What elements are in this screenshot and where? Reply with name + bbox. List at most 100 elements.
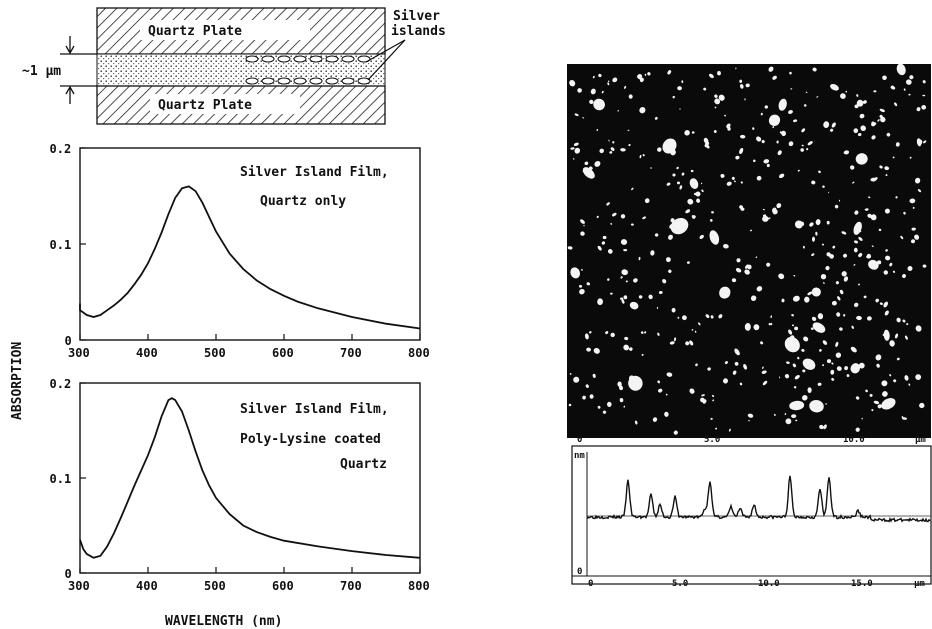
silver-island-particle: [764, 105, 768, 109]
silver-island-particle: [607, 80, 610, 83]
silver-island-particle: [839, 327, 843, 331]
silver-island-particle: [777, 150, 782, 156]
silver-island-particle: [733, 180, 736, 183]
silver-islands-pointer-2: [367, 39, 406, 81]
silver-island-particle: [667, 70, 672, 75]
silver-island-particle: [642, 154, 645, 157]
silver-island-particle: [781, 298, 785, 303]
silver-island-particle: [628, 375, 643, 391]
silver-island-particle: [794, 374, 800, 380]
silver-island-particle: [711, 211, 714, 214]
silver-island-particle: [728, 428, 731, 432]
silver-island-particle: [743, 363, 748, 370]
silver-island-particle: [696, 198, 701, 203]
silver-island-particle: [629, 301, 639, 310]
silver-island-particle: [917, 139, 923, 145]
silver-island-particle: [854, 104, 859, 109]
silver-island-particle: [589, 394, 594, 399]
silver-islands: [245, 55, 371, 85]
silver-island-particle: [584, 161, 589, 166]
silver-island-particle: [828, 191, 830, 194]
silver-island-particle: [598, 73, 602, 78]
silver-island-particle: [763, 159, 770, 164]
silver-island-particle: [731, 278, 737, 283]
silver-island-particle: [582, 117, 585, 119]
plot1-annotation-1: Silver Island Film,: [240, 165, 389, 180]
silver-island-particle: [826, 359, 832, 364]
silver-island-particle: [896, 63, 906, 76]
silver-island-particle: [911, 227, 916, 231]
silver-island-particle: [698, 322, 701, 326]
silver-island-particle: [610, 147, 615, 151]
silver-island-particle: [623, 248, 628, 252]
silver-island-particle: [868, 259, 879, 270]
silver-island-particle: [837, 296, 841, 301]
silver-island-particle: [803, 104, 807, 107]
silver-island-particle: [883, 301, 889, 308]
silver-island-particle: [855, 396, 860, 400]
silver-island-particle: [747, 413, 754, 418]
p1-x-tick-label: 300: [68, 346, 90, 360]
silver-island-particle: [673, 337, 677, 342]
silver-island-particle: [768, 217, 771, 220]
silver-island-particle: [740, 181, 743, 184]
silver-island-particle: [809, 399, 824, 413]
p1-y-tick-label: 0.1: [50, 238, 72, 252]
silver-island-particle: [654, 233, 659, 237]
silver-island-particle: [772, 207, 777, 213]
silver-island-particle: [855, 427, 860, 432]
silver-island-particle: [830, 128, 834, 132]
silver-island-particle: [823, 121, 830, 128]
silver-island-particle: [605, 331, 609, 335]
silver-island-particle: [662, 278, 667, 284]
silver-island-particle: [610, 332, 615, 338]
silver-island-particle: [850, 346, 857, 353]
silver-island-particle: [723, 244, 729, 249]
silver-island-particle: [852, 181, 855, 184]
silver-island-particle: [740, 207, 745, 211]
silver-island-particle: [778, 273, 785, 280]
silver-island-particle: [865, 389, 868, 393]
silver-island-particle: [801, 348, 805, 352]
silver-island-particle: [570, 267, 581, 279]
silver-island-particle: [705, 314, 710, 319]
silver-island-particle: [720, 173, 725, 178]
silver-island-particle: [699, 234, 704, 239]
silver-island-particle: [617, 381, 622, 387]
silver-island-particle: [831, 300, 837, 306]
silver-island-particle: [811, 236, 816, 242]
silver-island-particle: [876, 363, 880, 368]
silver-island-particle: [682, 315, 687, 321]
silver-island-particle: [582, 167, 595, 179]
silver-island-particle: [879, 165, 883, 169]
silver-island-particle: [883, 270, 888, 275]
silver-island-particle: [679, 108, 681, 110]
silver-islands-pointer: [365, 39, 406, 63]
silver-island-particle: [778, 173, 785, 179]
silver-island-particle: [845, 90, 848, 93]
silver-island-particle: [801, 128, 806, 133]
silver-island-particle: [668, 269, 672, 273]
silver-island-particle: [826, 252, 831, 257]
afm-scale-unit: µm: [915, 435, 926, 445]
silver-island-particle: [908, 93, 911, 96]
silver-island-particle: [711, 394, 715, 398]
silver-island-particle: [884, 166, 890, 171]
silver-island-particle: [597, 245, 602, 251]
silver-island-particle: [739, 382, 743, 386]
silver-island-particle: [822, 185, 825, 188]
silver-island-particle: [853, 240, 859, 244]
silver-island-particle: [593, 347, 600, 354]
silver-island-particle: [691, 329, 694, 331]
silver-island-particle: [836, 366, 842, 371]
silver-island-particle: [715, 427, 718, 430]
silver-island-particle: [793, 274, 796, 277]
silver-island-particle: [895, 196, 898, 199]
silver-island-particle: [665, 393, 668, 396]
absorption-plot-quartz: 300 400 500 600 700 800 0 0.1 0.2 Silver Island…: [50, 142, 430, 360]
silver-island-particle: [818, 170, 821, 174]
silver-island-particle: [709, 219, 713, 222]
silver-island-particle: [666, 372, 673, 377]
silver-island-particle: [856, 94, 859, 97]
plot1-x-ticks: 300 400 500 600 700 800: [68, 334, 430, 360]
